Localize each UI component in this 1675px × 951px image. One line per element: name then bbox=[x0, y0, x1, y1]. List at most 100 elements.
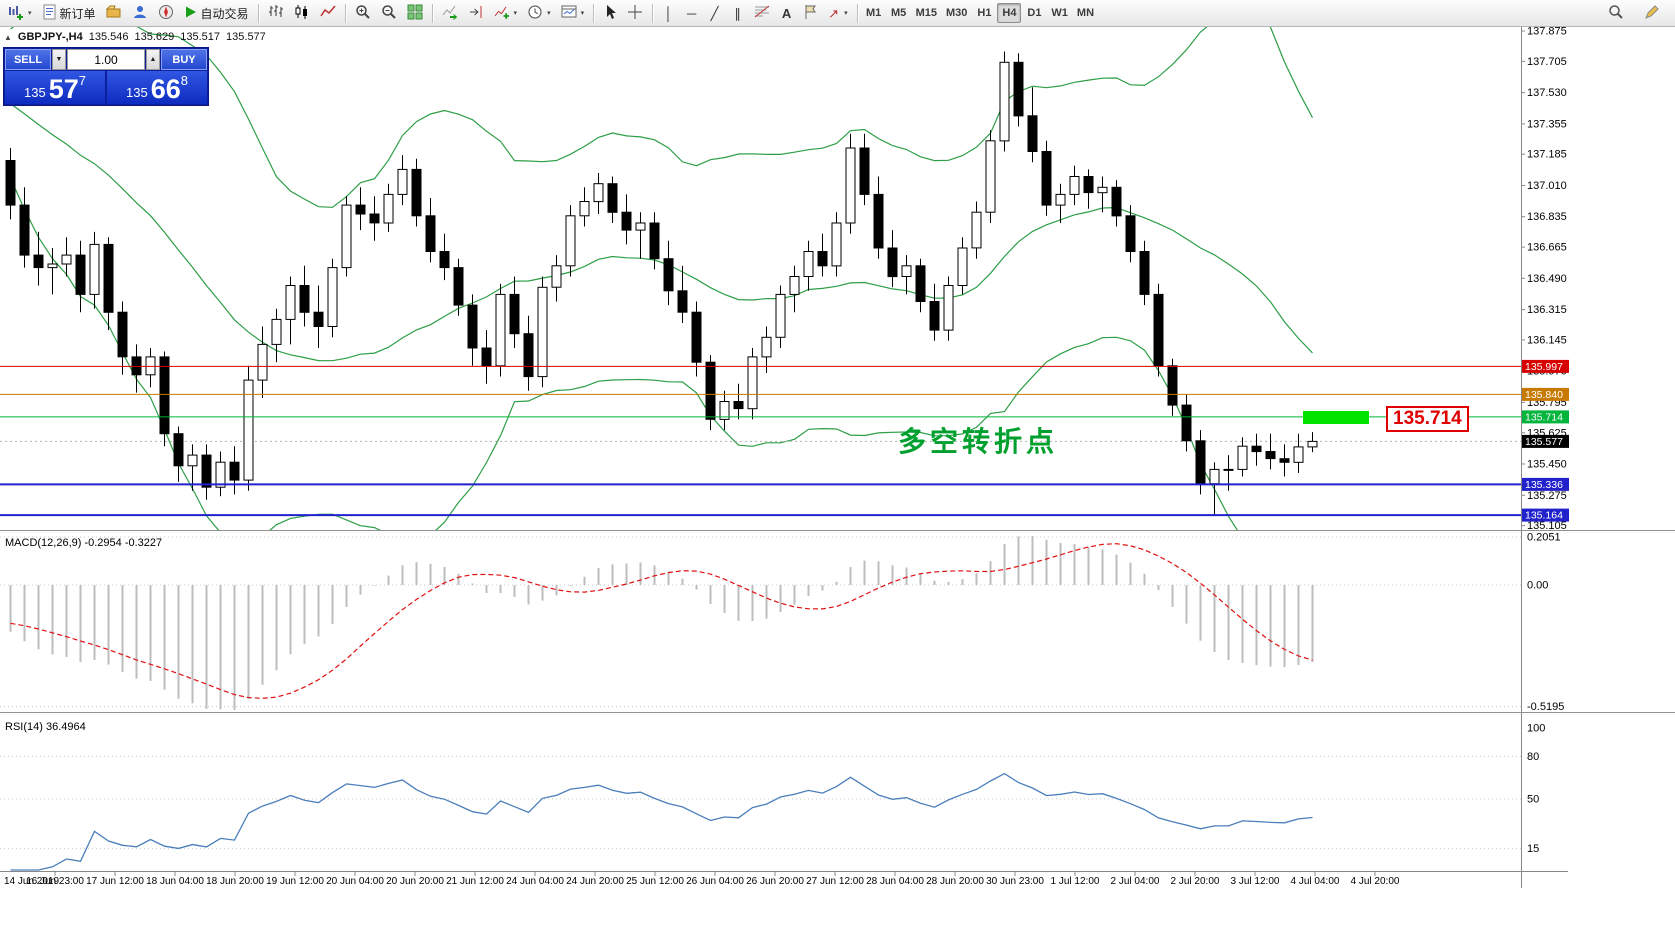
timeframe-w1[interactable]: W1 bbox=[1051, 7, 1068, 19]
annotation-text[interactable]: 多空转折点 bbox=[898, 426, 1059, 457]
timeframe-m1[interactable]: M1 bbox=[865, 7, 882, 19]
arrows-icon: ↗ bbox=[828, 5, 840, 21]
zoom-out-button[interactable] bbox=[376, 2, 402, 24]
trendline-icon: ╱ bbox=[710, 5, 719, 21]
svg-text:24 Jun 20:00: 24 Jun 20:00 bbox=[566, 876, 624, 887]
timeframe-d1[interactable]: D1 bbox=[1027, 7, 1042, 19]
price-axis[interactable]: 137.875 137.705 137.530 137.355 137.185 137.0… bbox=[1521, 26, 1569, 889]
crosshair-button[interactable] bbox=[622, 2, 648, 24]
edit-button[interactable] bbox=[1639, 2, 1665, 24]
svg-text:135.336: 135.336 bbox=[1525, 479, 1563, 491]
vertical-line-button[interactable]: │ bbox=[657, 2, 680, 24]
text-button[interactable]: A bbox=[775, 2, 798, 24]
line-chart-button[interactable] bbox=[315, 2, 341, 24]
chevron-down-icon: ▾ bbox=[513, 10, 518, 17]
tile-windows-button[interactable] bbox=[402, 2, 428, 24]
svg-text:27 Jun 12:00: 27 Jun 12:00 bbox=[806, 876, 864, 887]
zoom-in-button[interactable] bbox=[350, 2, 376, 24]
timeframe-h1[interactable]: H1 bbox=[977, 7, 992, 19]
svg-text:19 Jun 12:00: 19 Jun 12:00 bbox=[266, 876, 324, 887]
toolbar-separator bbox=[257, 3, 259, 23]
chart-shift-button[interactable] bbox=[463, 2, 489, 24]
buy-button[interactable]: BUY bbox=[161, 49, 207, 70]
svg-text:24 Jun 04:00: 24 Jun 04:00 bbox=[506, 876, 564, 887]
new-order-icon bbox=[42, 4, 57, 23]
sell-price-display[interactable]: 135 57 7 bbox=[5, 71, 105, 104]
profiles-button[interactable] bbox=[101, 2, 127, 24]
macd-panel[interactable] bbox=[0, 536, 1521, 710]
one-click-trading-panel: SELL ▼ 1.00 ▲ BUY 135 57 7 135 66 8 bbox=[3, 47, 209, 106]
svg-text:135.450: 135.450 bbox=[1527, 459, 1567, 471]
chart-marker-icon: ▲ bbox=[4, 32, 12, 42]
new-chart-icon bbox=[8, 4, 24, 23]
timeframe-m5[interactable]: M5 bbox=[890, 7, 907, 19]
sell-button[interactable]: SELL bbox=[5, 49, 51, 70]
market-watch-icon bbox=[132, 4, 148, 23]
search-button[interactable] bbox=[1603, 2, 1629, 24]
arrows-button[interactable]: ↗ ▾ bbox=[822, 2, 853, 24]
trendline-button[interactable]: ╱ bbox=[703, 2, 726, 24]
fibonacci-icon bbox=[754, 4, 770, 22]
new-chart-button[interactable]: ▾ bbox=[3, 2, 37, 24]
timeframe-h4[interactable]: H4 bbox=[997, 3, 1022, 23]
bollinger-upper-band bbox=[10, 27, 1314, 208]
rsi-panel[interactable] bbox=[0, 755, 1521, 871]
price-callout[interactable]: 135.714 bbox=[1386, 406, 1469, 432]
auto-trading-label: 自动交易 bbox=[200, 6, 249, 21]
svg-text:4 Jul 04:00: 4 Jul 04:00 bbox=[1291, 876, 1340, 887]
candlestick-chart-button[interactable] bbox=[289, 2, 315, 24]
horizontal-line-button[interactable]: ─ bbox=[680, 2, 703, 24]
svg-text:80: 80 bbox=[1527, 751, 1539, 763]
macd-label: MACD(12,26,9) -0.2954 -0.3227 bbox=[5, 537, 162, 549]
timeframe-m30[interactable]: M30 bbox=[946, 7, 968, 19]
periods-button[interactable]: ▾ bbox=[522, 2, 556, 24]
crosshair-icon bbox=[627, 4, 643, 23]
svg-text:30 Jun 23:00: 30 Jun 23:00 bbox=[986, 876, 1044, 887]
chevron-down-icon: ▾ bbox=[547, 10, 551, 17]
toolbar-separator bbox=[431, 3, 433, 23]
svg-text:137.355: 137.355 bbox=[1527, 118, 1567, 130]
navigator-button[interactable] bbox=[153, 2, 179, 24]
buy-price-display[interactable]: 135 66 8 bbox=[107, 71, 207, 104]
timeframe-mn[interactable]: MN bbox=[1076, 7, 1095, 19]
volume-down-button[interactable]: ▼ bbox=[52, 49, 66, 70]
volume-input[interactable]: 1.00 bbox=[67, 49, 145, 70]
indicators-icon bbox=[494, 4, 510, 23]
label-button[interactable] bbox=[798, 2, 822, 24]
sell-price-big: 57 bbox=[48, 74, 79, 104]
svg-text:135.577: 135.577 bbox=[1525, 436, 1563, 448]
cursor-button[interactable] bbox=[598, 2, 622, 24]
fibonacci-button[interactable] bbox=[749, 2, 775, 24]
svg-text:100: 100 bbox=[1527, 723, 1545, 735]
new-order-label: 新订单 bbox=[59, 6, 96, 21]
channel-button[interactable]: ∥ bbox=[726, 2, 749, 24]
channel-icon: ∥ bbox=[734, 5, 741, 21]
main-chart[interactable] bbox=[0, 10, 1521, 588]
bar-chart-button[interactable] bbox=[263, 2, 289, 24]
new-order-button[interactable]: 新订单 bbox=[37, 2, 101, 24]
toolbar-separator bbox=[344, 3, 346, 23]
svg-text:0.2051: 0.2051 bbox=[1527, 532, 1561, 544]
svg-text:136.490: 136.490 bbox=[1527, 273, 1567, 285]
chevron-down-icon: ▾ bbox=[580, 10, 585, 17]
svg-text:135.164: 135.164 bbox=[1525, 510, 1563, 522]
macd-signal-line bbox=[10, 543, 1313, 699]
navigator-icon bbox=[158, 4, 174, 23]
rsi-line bbox=[10, 772, 1313, 871]
timeframe-m15[interactable]: M15 bbox=[915, 7, 938, 19]
volume-up-button[interactable]: ▲ bbox=[146, 49, 160, 70]
label-icon bbox=[803, 4, 817, 23]
auto-scroll-button[interactable] bbox=[437, 2, 463, 24]
market-watch-button[interactable] bbox=[127, 2, 153, 24]
templates-button[interactable]: ▾ bbox=[556, 2, 590, 24]
open-value: 135.546 bbox=[88, 31, 129, 43]
svg-text:2 Jul 04:00: 2 Jul 04:00 bbox=[1111, 876, 1160, 887]
svg-text:1 Jul 12:00: 1 Jul 12:00 bbox=[1051, 876, 1100, 887]
indicators-button[interactable]: ▾ bbox=[489, 2, 523, 24]
auto-trading-button[interactable]: 自动交易 bbox=[179, 2, 254, 24]
highlight-rect[interactable] bbox=[1303, 411, 1369, 424]
svg-text:14 Jun 2019: 14 Jun 2019 bbox=[4, 876, 59, 887]
